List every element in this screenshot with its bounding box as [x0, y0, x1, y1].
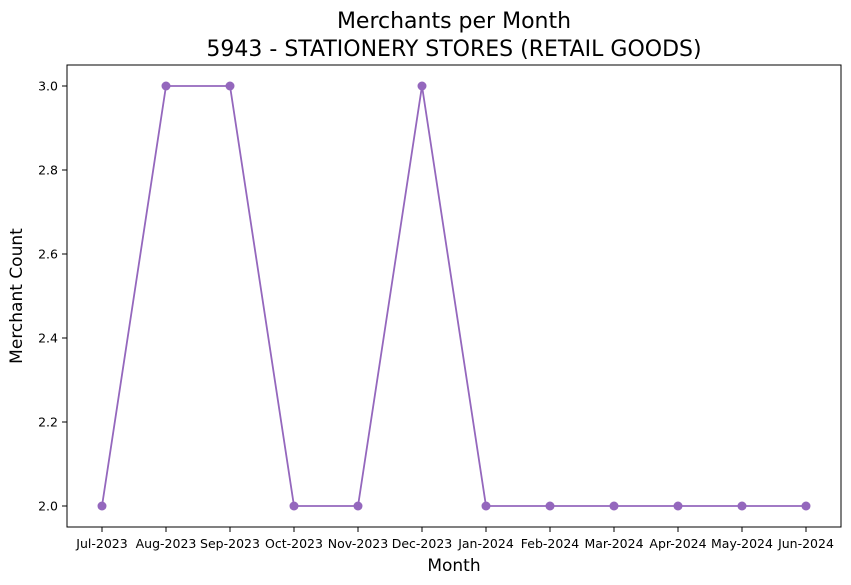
y-tick-label: 2.2 [38, 415, 58, 430]
plot-frame [66, 64, 842, 528]
series-line [101, 85, 806, 507]
data-point [737, 501, 747, 511]
data-point [353, 501, 363, 511]
x-tick-label: May-2024 [711, 536, 773, 551]
x-tick-label: Jan-2024 [457, 536, 514, 551]
y-tick-label: 2.4 [38, 331, 58, 346]
x-axis-label: Month [427, 556, 480, 576]
x-tick-label: Nov-2023 [328, 536, 388, 551]
chart-title-line1: Merchants per Month [337, 9, 571, 34]
x-tick-label: Feb-2024 [521, 536, 580, 551]
x-tick-label: Dec-2023 [392, 536, 453, 551]
x-tick-label: Oct-2023 [265, 536, 323, 551]
x-tick-label: Apr-2024 [649, 536, 706, 551]
y-tick-label: 2.0 [38, 499, 58, 514]
data-point [609, 501, 619, 511]
data-point [417, 81, 427, 91]
data-point [801, 501, 811, 511]
x-tick-label: Jul-2023 [75, 536, 127, 551]
y-tick-label: 3.0 [38, 79, 58, 94]
data-point [97, 501, 107, 511]
y-axis-label: Merchant Count [7, 228, 27, 364]
x-tick-label: Aug-2023 [136, 536, 197, 551]
data-point [289, 501, 299, 511]
data-point [673, 501, 683, 511]
y-tick-label: 2.8 [38, 163, 58, 178]
data-point [161, 81, 171, 91]
x-tick-label: Mar-2024 [584, 536, 643, 551]
data-point [481, 501, 491, 511]
data-point [225, 81, 235, 91]
data-point [545, 501, 555, 511]
x-tick-label: Jun-2024 [777, 536, 834, 551]
y-tick-label: 2.6 [38, 247, 58, 262]
x-tick-label: Sep-2023 [200, 536, 260, 551]
chart-title-line2: 5943 - STATIONERY STORES (RETAIL GOODS) [206, 37, 701, 62]
